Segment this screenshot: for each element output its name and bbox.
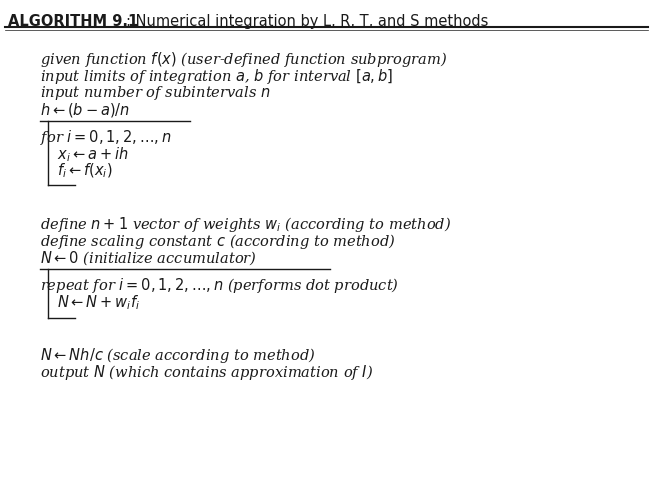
Text: input number of subintervals $n$: input number of subintervals $n$ (40, 84, 270, 102)
Text: define $n+1$ vector of weights $w_i$ (according to method): define $n+1$ vector of weights $w_i$ (ac… (40, 215, 451, 234)
Text: define scaling constant $c$ (according to method): define scaling constant $c$ (according t… (40, 232, 396, 251)
Text: ALGORITHM 9.1: ALGORITHM 9.1 (8, 14, 138, 29)
Text: input limits of integration $a$, $b$ for interval $[a,b]$: input limits of integration $a$, $b$ for… (40, 67, 393, 86)
Text: output $N$ (which contains approximation of $I$): output $N$ (which contains approximation… (40, 363, 374, 382)
Text: $x_i \leftarrow a+ih$: $x_i \leftarrow a+ih$ (57, 145, 129, 164)
Text: $N \leftarrow Nh/c$ (scale according to method): $N \leftarrow Nh/c$ (scale according to … (40, 346, 315, 365)
Text: : Numerical integration by L, R, T, and S methods: : Numerical integration by L, R, T, and … (126, 14, 488, 29)
Text: $h \leftarrow (b-a)/n$: $h \leftarrow (b-a)/n$ (40, 101, 130, 119)
Text: $f_i \leftarrow f(x_i)$: $f_i \leftarrow f(x_i)$ (57, 162, 112, 180)
Text: $N \leftarrow N+w_if_i$: $N \leftarrow N+w_if_i$ (57, 293, 140, 312)
Text: given function $f(x)$ (user-defined function subprogram): given function $f(x)$ (user-defined func… (40, 50, 447, 69)
Text: $N \leftarrow 0$ (initialize accumulator): $N \leftarrow 0$ (initialize accumulator… (40, 249, 257, 267)
Text: for $i = 0,1,2,\ldots,n$: for $i = 0,1,2,\ldots,n$ (40, 128, 172, 147)
Text: repeat for $i = 0,1,2,\ldots,n$ (performs dot product): repeat for $i = 0,1,2,\ldots,n$ (perform… (40, 276, 399, 295)
